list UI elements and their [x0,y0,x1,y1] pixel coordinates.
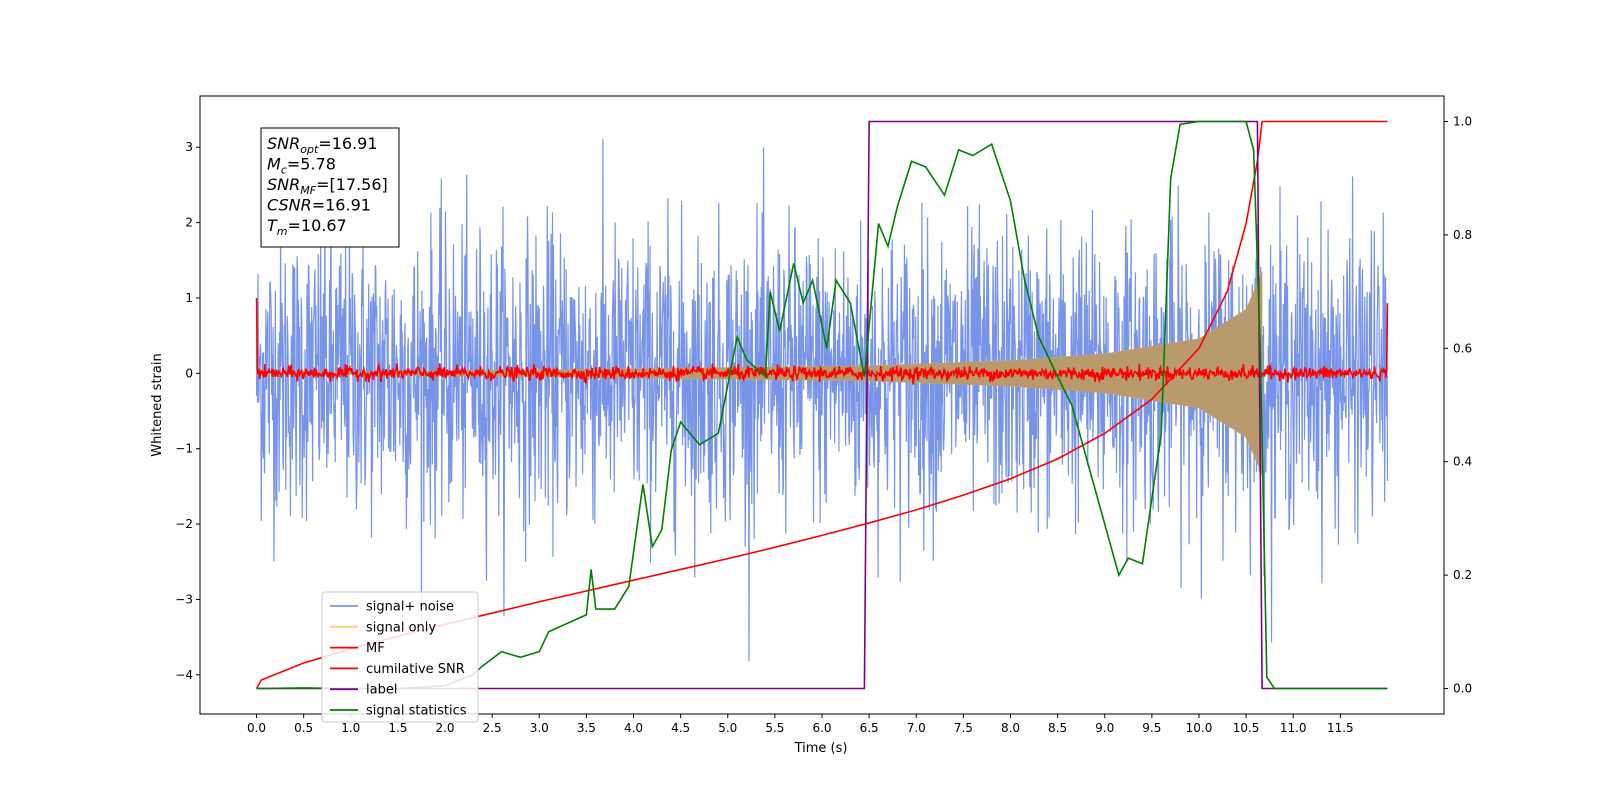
y-tick-label: 2 [185,216,193,230]
y2-tick-label: 0.0 [1453,681,1472,695]
y-axis-label: Whitened strain [150,353,165,456]
x-tick-label: 1.0 [341,721,360,735]
y2-axis-ticks: 1.0 0.8 0.6 0.4 0.2 0.0 [1444,115,1472,695]
y2-tick-label: 1.0 [1453,115,1472,129]
y-tick-label: −1 [175,442,193,456]
legend-entry: signal+ noise [366,600,454,615]
plot-data-layer [255,120,1389,690]
x-tick-label: 3.5 [577,721,596,735]
x-tick-label: 9.0 [1095,721,1114,735]
series-mf-line [255,297,1389,385]
legend-entry: signal statistics [366,704,467,719]
y-axis-ticks: 3 2 1 0 −1 −2 −3 −4 [175,140,200,682]
x-tick-label: 11.5 [1327,721,1354,735]
legend-entry: cumilative SNR [366,662,465,677]
legend-entry: signal only [366,620,436,635]
y-tick-label: 1 [185,291,193,305]
x-tick-label: 6.0 [812,721,831,735]
x-tick-label: 8.0 [1001,721,1020,735]
x-tick-label: 11.0 [1280,721,1307,735]
x-axis-ticks: 0.0 0.5 1.0 1.5 2.0 2.5 3.0 3.5 4.0 4.5 5.0 5.5 6.0 6… [247,714,1354,735]
x-tick-label: 0.0 [247,721,266,735]
x-tick-label: 3.0 [530,721,549,735]
x-tick-label: 5.5 [765,721,784,735]
x-tick-label: 0.5 [294,721,313,735]
y2-tick-label: 0.4 [1453,455,1472,469]
x-tick-label: 4.5 [671,721,690,735]
legend-entry: MF [366,641,385,656]
series-signal-statistics-line [256,120,1388,690]
x-tick-label: 4.0 [624,721,643,735]
y2-tick-label: 0.8 [1453,228,1472,242]
x-tick-label: 8.5 [1048,721,1067,735]
annotation-box: SNRopt=16.91 Mc=5.78 SNRMF=[17.56] CSNR=16.… [260,127,400,248]
y2-tick-label: 0.6 [1453,341,1472,355]
y-tick-label: −3 [175,592,193,606]
x-tick-label: 6.5 [860,721,879,735]
x-tick-label: 10.5 [1233,721,1260,735]
y-tick-label: −2 [175,517,193,531]
y2-tick-label: 0.2 [1453,568,1472,582]
x-axis-label: Time (s) [794,741,848,756]
x-tick-label: 2.0 [435,721,454,735]
x-tick-label: 5.0 [718,721,737,735]
legend-entry: label [366,683,397,698]
y-tick-label: 3 [185,140,193,154]
x-tick-label: 2.5 [483,721,502,735]
x-tick-label: 7.5 [954,721,973,735]
x-tick-label: 10.0 [1186,721,1213,735]
x-tick-label: 1.5 [388,721,407,735]
y-tick-label: 0 [185,366,193,380]
annotation-text: SNRopt=16.91 Mc=5.78 SNRMF=[17.56] CSNR=16.… [267,134,388,238]
x-tick-label: 7.0 [907,721,926,735]
y-tick-label: −4 [175,668,193,682]
x-tick-label: 9.5 [1142,721,1161,735]
legend: signal+ noise signal only MF cumilative SNR… [321,591,479,723]
